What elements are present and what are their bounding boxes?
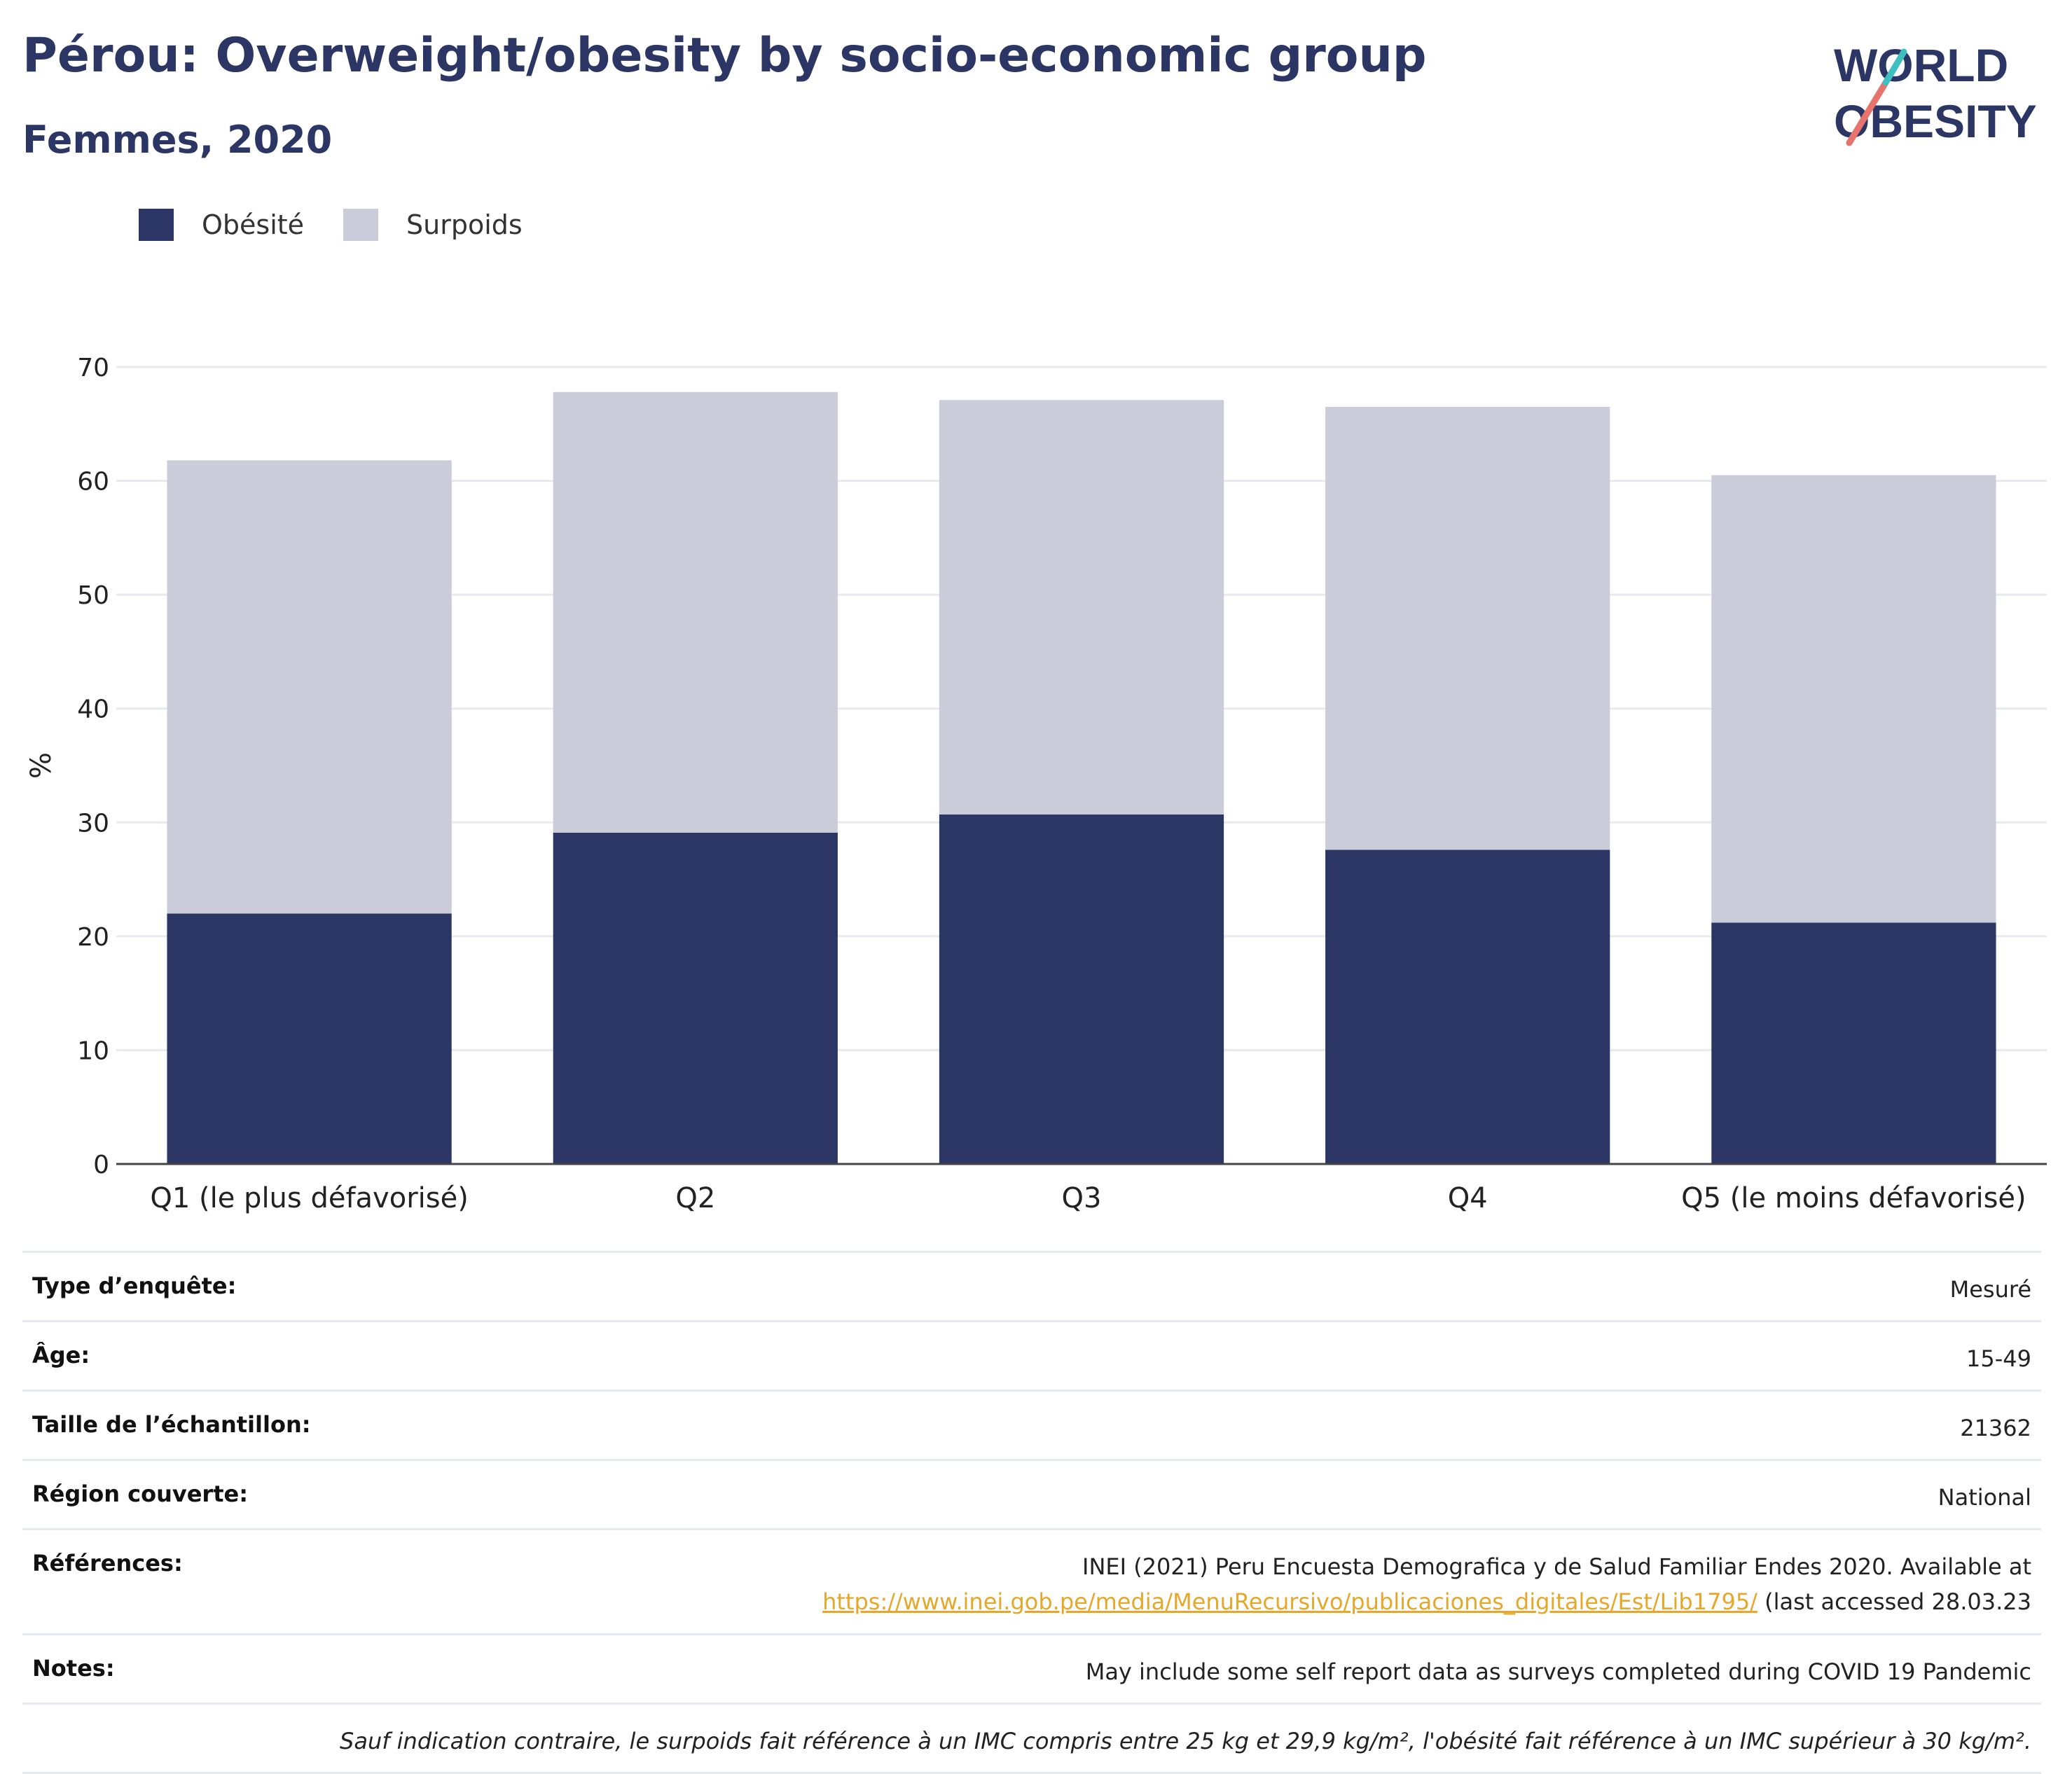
meta-row-notes: Notes: May include some self report data… <box>22 1633 2041 1703</box>
meta-row-age: Âge: 15-49 <box>22 1320 2041 1390</box>
meta-value: 21362 <box>1960 1415 2031 1441</box>
x-tick-label: Q1 (le plus défavorisé) <box>150 1182 468 1214</box>
logo-line2: OBESITY <box>1834 95 2037 147</box>
y-axis-label: % <box>25 752 57 779</box>
bar-ob-sit--4[interactable] <box>1325 850 1610 1164</box>
meta-value: National <box>1938 1484 2031 1511</box>
bar-surpoids-1[interactable] <box>167 460 452 914</box>
y-tick-label: 40 <box>77 695 109 724</box>
legend-label-surpoids: Surpoids <box>406 209 523 240</box>
meta-row-references: Références: INEI (2021) Peru Encuesta De… <box>22 1528 2041 1633</box>
meta-row-region: Région couverte: National <box>22 1459 2041 1528</box>
page-title: Pérou: Overweight/obesity by socio-econo… <box>22 28 1427 83</box>
world-obesity-logo: WORLD OBESITY <box>1834 39 2037 147</box>
bar-ob-sit--2[interactable] <box>553 832 838 1164</box>
legend-item-surpoids[interactable]: Surpoids <box>343 209 523 241</box>
reference-link[interactable]: https://www.inei.gob.pe/media/MenuRecurs… <box>822 1588 1757 1615</box>
logo-line1: WORLD <box>1834 39 2008 91</box>
y-tick-label: 60 <box>77 468 109 497</box>
chart-legend: Obésité Surpoids <box>139 209 562 241</box>
reference-text: INEI (2021) Peru Encuesta Demografica y … <box>1082 1553 2031 1580</box>
x-tick-label: Q5 (le moins défavorisé) <box>1681 1182 2026 1214</box>
meta-value: INEI (2021) Peru Encuesta Demografica y … <box>822 1550 2031 1619</box>
legend-swatch-obesite <box>139 209 174 241</box>
bar-surpoids-5[interactable] <box>1711 475 1996 923</box>
y-tick-label: 10 <box>77 1037 109 1065</box>
meta-value: May include some self report data as sur… <box>1085 1658 2031 1686</box>
meta-row-survey-type: Type d’enquête: Mesuré <box>22 1251 2041 1320</box>
meta-label: Références: <box>32 1550 183 1576</box>
meta-row-sample-size: Taille de l’échantillon: 21362 <box>22 1390 2041 1459</box>
meta-value: 15-49 <box>1966 1345 2031 1372</box>
meta-label: Âge: <box>32 1342 90 1368</box>
meta-label: Notes: <box>32 1655 115 1682</box>
x-tick-label: Q3 <box>1062 1182 1102 1214</box>
page-subtitle: Femmes, 2020 <box>22 118 333 162</box>
reference-suffix: (last accessed 28.03.23 <box>1757 1588 2031 1615</box>
bar-ob-sit--3[interactable] <box>939 814 1224 1164</box>
legend-swatch-surpoids <box>343 209 379 241</box>
footnote: Sauf indication contraire, le surpoids f… <box>22 1703 2041 1774</box>
legend-label-obesite: Obésité <box>202 209 305 240</box>
y-tick-label: 30 <box>77 809 109 838</box>
y-tick-label: 50 <box>77 581 109 610</box>
meta-label: Région couverte: <box>32 1481 248 1507</box>
footnote-text: Sauf indication contraire, le surpoids f… <box>340 1728 2031 1755</box>
bar-ob-sit--5[interactable] <box>1711 922 1996 1164</box>
y-tick-label: 20 <box>77 923 109 952</box>
stacked-bar-chart: 0 10 20 30 40 50 60 70% Q1 (le plus défavorisé) Q… <box>25 354 2047 1214</box>
bar-surpoids-4[interactable] <box>1325 406 1610 850</box>
bar-surpoids-3[interactable] <box>939 400 1224 815</box>
legend-item-obesite[interactable]: Obésité <box>139 209 304 241</box>
metadata-table: Type d’enquête: Mesuré Âge: 15-49 Taille… <box>22 1251 2041 1774</box>
meta-value: Mesuré <box>1949 1276 2031 1303</box>
x-tick-label: Q4 <box>1448 1182 1488 1214</box>
x-tick-label: Q2 <box>675 1182 715 1214</box>
y-tick-label: 0 <box>93 1151 109 1179</box>
bar-surpoids-2[interactable] <box>553 391 838 833</box>
y-tick-label: 70 <box>77 354 109 382</box>
bar-ob-sit--1[interactable] <box>167 913 452 1164</box>
meta-label: Type d’enquête: <box>32 1273 237 1299</box>
meta-label: Taille de l’échantillon: <box>32 1411 311 1438</box>
